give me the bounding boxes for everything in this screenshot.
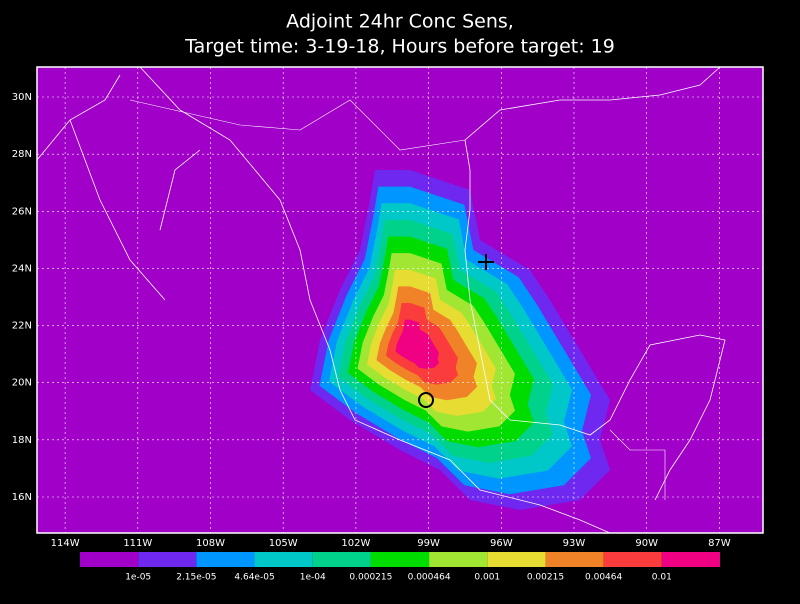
x-tick-label: 99W (417, 538, 440, 549)
colorbar-label: 2.15e-05 (176, 573, 216, 583)
x-tick-label: 114W (51, 538, 80, 549)
colorbar-box (603, 552, 662, 567)
map-frame (36, 66, 764, 534)
colorbar-label: 0.01 (652, 573, 672, 583)
colorbar-label: 0.000464 (408, 573, 451, 583)
colorbar-label: 0.001 (474, 573, 500, 583)
source-marker (418, 392, 434, 408)
sensitivity-field (310, 170, 610, 510)
y-tick-label: 20N (12, 378, 32, 389)
colorbar-label: 0.00464 (585, 573, 622, 583)
coastline (69, 119, 201, 301)
y-tick-label: 26N (12, 206, 32, 217)
x-tick-label: 102W (341, 538, 370, 549)
target-marker (478, 254, 494, 270)
colorbar-label: 1e-04 (300, 573, 326, 583)
colorbar-box (80, 552, 139, 567)
y-tick-label: 22N (12, 321, 32, 332)
y-tick-label: 24N (12, 263, 32, 274)
x-tick-label: 90W (635, 538, 658, 549)
colorbar-box (138, 552, 197, 567)
colorbar-label: 0.000215 (349, 573, 392, 583)
x-tick-label: 105W (269, 538, 298, 549)
title-line: Adjoint 24hr Conc Sens, (286, 11, 514, 33)
x-tick-label: 96W (490, 538, 513, 549)
x-tick-label: 93W (563, 538, 586, 549)
colorbar-label: 1e-05 (125, 573, 151, 583)
y-tick-label: 16N (12, 492, 32, 503)
colorbar-box (196, 552, 255, 567)
coastline (36, 66, 611, 534)
colorbar-label: 4.64e-05 (234, 573, 274, 583)
x-tick-label: 87W (708, 538, 731, 549)
title-line: Target time: 3-19-18, Hours before targe… (184, 36, 615, 58)
colorbar-box (487, 552, 546, 567)
y-tick-label: 28N (12, 149, 32, 160)
colorbar-box (429, 552, 488, 567)
coastline (464, 139, 726, 501)
colorbar-box (661, 552, 720, 567)
y-tick-label: 30N (12, 92, 32, 103)
coastlines (36, 66, 726, 534)
y-tick-label: 18N (12, 435, 32, 446)
colorbar-box (545, 552, 604, 567)
colorbar-box (370, 552, 430, 567)
contour-band (395, 319, 439, 369)
colorbar-box (312, 552, 371, 567)
graticule (37, 67, 763, 533)
x-tick-label: 108W (196, 538, 225, 549)
coastline (464, 66, 721, 141)
x-tick-label: 111W (123, 538, 152, 549)
border (129, 99, 666, 500)
colorbar-box (254, 552, 313, 567)
colorbar-label: 0.00215 (527, 573, 564, 583)
